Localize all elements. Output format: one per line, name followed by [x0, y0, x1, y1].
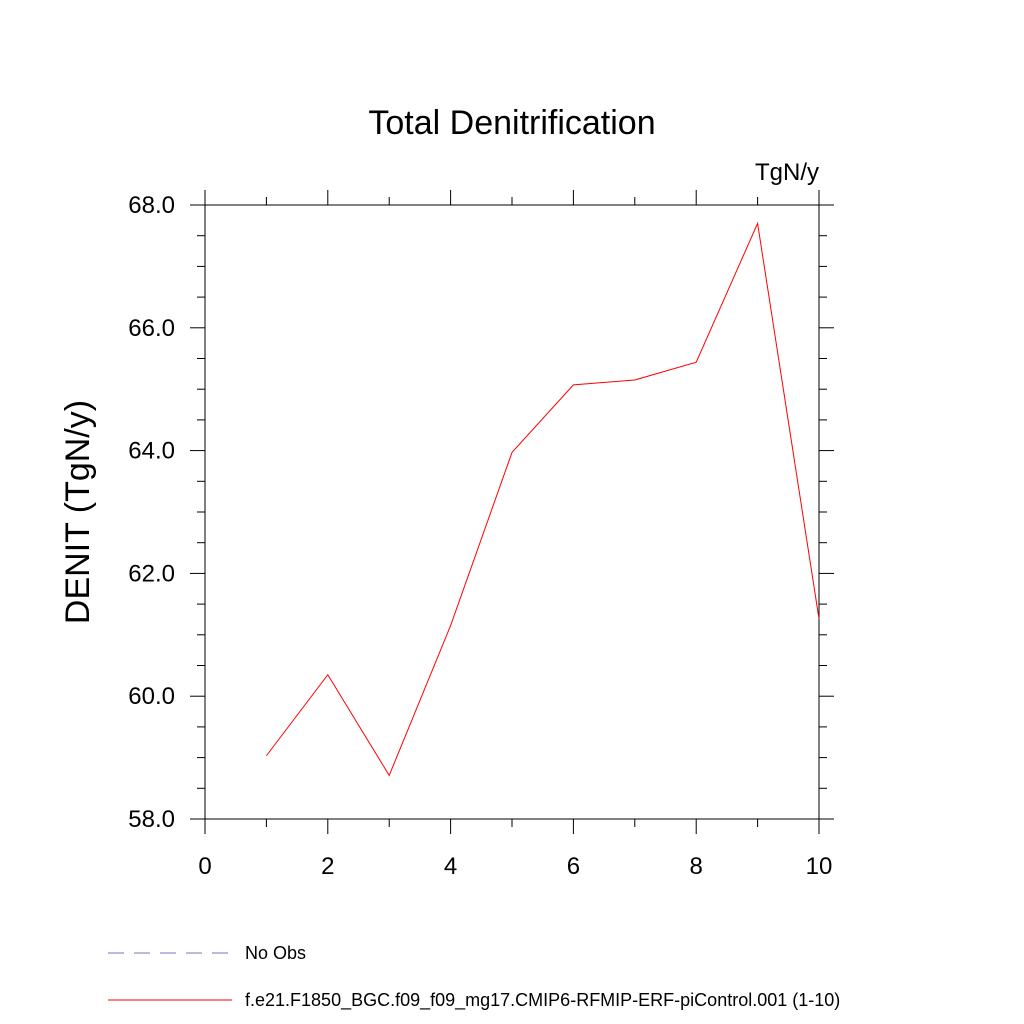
y-tick-label: 58.0	[128, 806, 175, 833]
series-line	[266, 221, 820, 777]
chart-title: Total Denitrification	[368, 104, 655, 142]
y-axis-label: DENIT (TgN/y)	[59, 400, 97, 624]
legend-label: f.e21.F1850_BGC.f09_f09_mg17.CMIP6-RFMIP…	[245, 990, 840, 1011]
series-lines	[266, 221, 820, 777]
y-tick-label: 62.0	[128, 560, 175, 587]
legend-label: No Obs	[245, 943, 306, 963]
legend: No Obs f.e21.F1850_BGC.f09_f09_mg17.CMIP6…	[108, 943, 840, 1011]
y-tick-label: 64.0	[128, 438, 175, 465]
y-tick-label: 60.0	[128, 683, 175, 710]
x-tick-label: 6	[567, 853, 580, 880]
x-tick-label: 8	[690, 853, 703, 880]
y-tick-label: 66.0	[128, 315, 175, 342]
x-tick-label: 10	[806, 853, 833, 880]
x-tick-label: 0	[198, 853, 211, 880]
plot-area	[204, 204, 820, 820]
x-tick-label: 4	[444, 853, 457, 880]
y-tick-label: 68.0	[128, 192, 175, 219]
units-label: TgN/y	[755, 159, 819, 186]
x-tick-label: 2	[321, 853, 334, 880]
axis-ticks	[190, 190, 834, 834]
tick-labels: 0 2 4 6 8 10 58.0 60.0 62.0 64.0 66.0 68.0	[128, 192, 832, 880]
